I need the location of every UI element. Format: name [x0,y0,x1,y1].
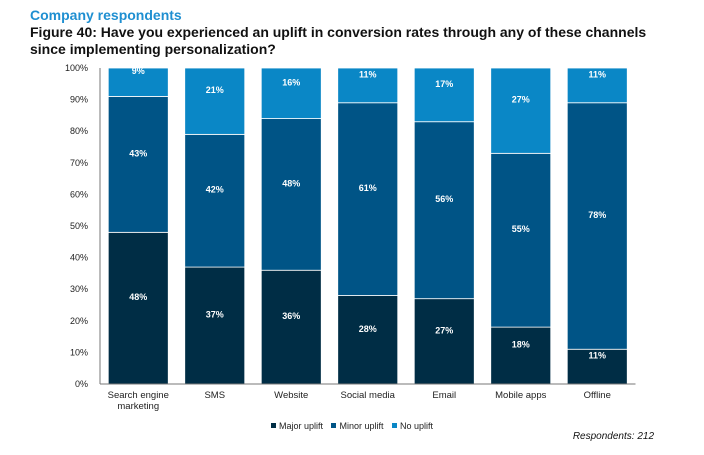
data-label: 11% [359,69,377,79]
bar-segment [413,67,475,123]
y-tick-label: 80% [70,126,88,136]
data-label: 78% [588,210,606,220]
legend-label-no-uplift: No uplift [400,421,434,431]
bar-segment [413,298,475,385]
bar-segment [260,118,322,271]
data-label: 48% [282,178,300,188]
bar-segment [490,152,552,328]
chart-title: Figure 40: Have you experienced an uplif… [30,24,647,57]
respondents-note: Respondents: 212 [572,431,654,442]
data-label: 28% [359,324,377,334]
data-label: 18% [512,340,530,350]
x-category-label: Email [432,390,456,401]
data-label: 17% [435,79,453,89]
bar-segment [490,326,552,385]
bar-segment [107,96,169,233]
legend-item-no-uplift: No uplift [392,421,433,431]
bar-segment [260,67,322,119]
legend-swatch-major-uplift [270,423,276,429]
data-label: 56% [435,194,453,204]
data-label: 48% [129,292,147,302]
data-label: 11% [588,351,606,361]
data-label: 27% [435,325,453,335]
bar-segment [337,102,399,296]
y-tick-label: 50% [70,221,88,231]
y-tick-label: 30% [70,284,88,294]
bar-segment [413,121,475,300]
y-tick-label: 20% [70,316,88,326]
bar-segment [337,295,399,385]
bar-segment [184,266,246,385]
x-category-label: Mobile apps [495,390,546,401]
legend-swatch-minor-uplift [331,423,337,429]
y-tick-label: 60% [70,189,88,199]
y-tick-label: 0% [75,379,88,389]
data-label: 61% [359,183,377,193]
legend-swatch-no-uplift [392,423,398,429]
bar-segment [490,67,552,154]
bar-segment [566,67,628,104]
chart-legend: Major uplift Minor uplift No uplift [0,421,704,431]
x-category-label: Social media [341,390,396,401]
data-label: 37% [206,310,224,320]
bar-segment [184,67,246,135]
x-category-label: Website [274,390,308,401]
x-category-label: SMS [204,390,225,401]
data-label: 27% [512,95,530,105]
bar-segment [566,102,628,350]
y-tick-label: 100% [65,63,88,73]
x-category-label: marketing [117,401,159,412]
data-label: 36% [282,311,300,321]
legend-label-minor-uplift: Minor uplift [339,421,384,431]
x-category-label: Search engine [108,390,169,401]
data-label: 42% [206,185,224,195]
y-tick-label: 40% [70,253,88,263]
y-tick-label: 70% [70,158,88,168]
bar-segment [337,67,399,104]
bar-segment [107,67,169,97]
y-tick-label: 90% [70,95,88,105]
legend-item-major-uplift: Major uplift [270,421,323,431]
data-label: 16% [282,77,300,87]
legend-label-major-uplift: Major uplift [278,421,323,431]
chart-subtitle: Company respondents [30,7,182,23]
stacked-bar-chart: 0% 10% 20% 30% 40% 50% 60% 70% 80% 90% 100% 48% 43% 9… [65,63,636,412]
data-label: 21% [206,85,224,95]
data-label: 43% [129,148,147,158]
legend-item-minor-uplift: Minor uplift [331,421,384,431]
y-tick-label: 10% [70,347,88,357]
x-category-label: Offline [584,390,611,401]
bar-segment [184,133,246,268]
data-label: 9% [132,66,145,76]
bar-segment [107,231,169,385]
data-label: 55% [512,224,530,234]
data-label: 11% [588,69,606,79]
bar-segment [260,269,322,385]
